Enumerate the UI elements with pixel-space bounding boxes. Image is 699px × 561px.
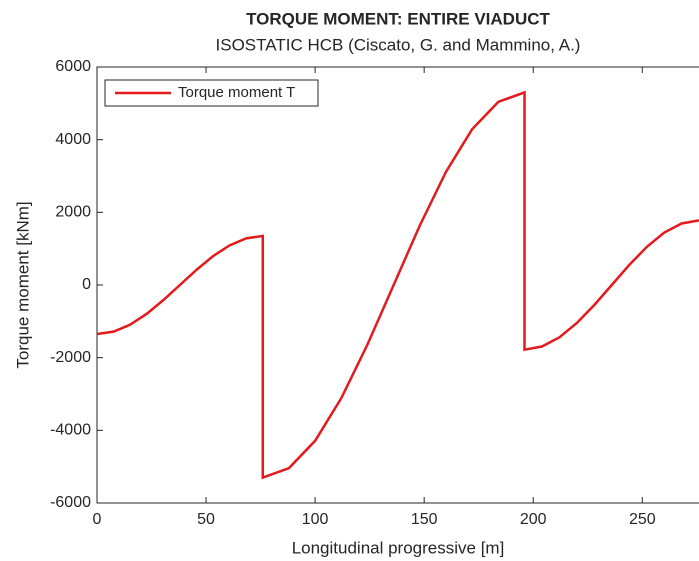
x-tick-label: 200 [520,511,547,528]
chart-title: TORQUE MOMENT: ENTIRE VIADUCT [246,9,550,28]
y-tick-label: -2000 [50,349,91,366]
x-tick-label: 250 [629,511,656,528]
legend: Torque moment T [104,79,319,107]
y-tick-label: 2000 [55,204,91,221]
plot-area [97,67,699,503]
data-line [97,90,699,480]
y-tick-label: 6000 [55,58,91,75]
y-tick-label: -6000 [50,494,91,511]
y-axis-label: Torque moment [kNm] [13,201,32,368]
axes-frame [96,66,699,504]
x-tick-label: 100 [302,511,329,528]
chart-subtitle: ISOSTATIC HCB (Ciscato, G. and Mammino, … [216,35,581,54]
y-tick-label: -4000 [50,422,91,439]
legend-box [104,79,319,107]
y-tick-label: 0 [82,276,91,293]
legend-label: Torque moment T [178,84,295,101]
x-axis-label: Longitudinal progressive [m] [292,538,505,557]
x-tick-label: 150 [411,511,438,528]
x-tick-label: 0 [93,511,102,528]
x-tick-label: 50 [197,511,215,528]
y-tick-label: 4000 [55,131,91,148]
